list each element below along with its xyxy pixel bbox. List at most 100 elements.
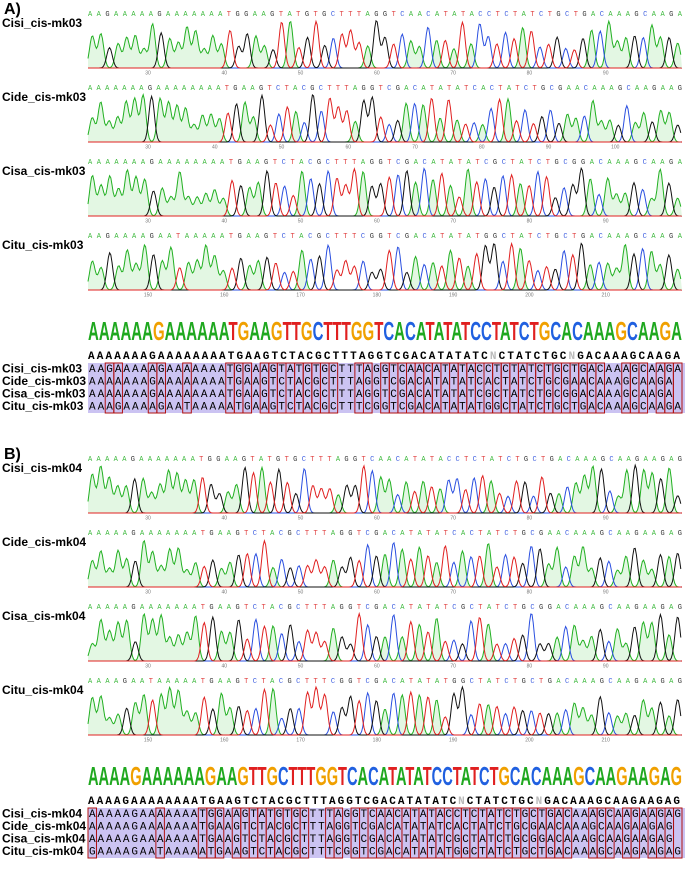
- difference-box: [672, 362, 683, 414]
- panel-label: B): [4, 446, 21, 463]
- trace-tick: 30: [145, 70, 151, 76]
- trace-tick: 50: [298, 663, 304, 669]
- trace-tick: 50: [279, 144, 285, 150]
- trace-tick: 150: [144, 737, 153, 743]
- trace-line: [88, 241, 681, 291]
- difference-box: [113, 362, 123, 414]
- trace-tick: 70: [450, 589, 456, 595]
- alignment-sequence: GAAAAGAATAAAAATGAAGTCTACGCTTTCGGTCGACATA…: [89, 847, 681, 859]
- trace-tick: 180: [373, 737, 382, 743]
- trace-tick: 90: [603, 663, 609, 669]
- alignment-label: Cisi_cis-mk04: [2, 806, 82, 820]
- trace-tick: 80: [527, 70, 533, 76]
- trace-fill: [88, 687, 682, 735]
- alignment-sequence: AAAAAAAGAAAAAAAATGAAGTCTACGCTTTAGGTCGACA…: [89, 377, 673, 389]
- trace-tick: 60: [374, 70, 380, 76]
- trace-fill: [88, 21, 682, 68]
- difference-box: [214, 807, 225, 859]
- trace-tick: 60: [374, 218, 380, 224]
- trace-tick: 30: [145, 144, 151, 150]
- alignment-label: Cisi_cis-mk03: [2, 361, 82, 375]
- trace-tick: 40: [212, 144, 218, 150]
- alignment-sequence: AAAGAAAAGAATAAAAATGAAGTCTACGCTTTCGGTCGAC…: [89, 402, 681, 414]
- alignment-sequence: AAAAAGAAAAAAATGAAGTCTACGCTTTAGGTCGACATAT…: [89, 822, 673, 834]
- alignment-sequence: AAAAAGAAAAAAATGGAAGTATGTGCTTTAGGTCAACATA…: [89, 809, 681, 821]
- difference-box: [328, 362, 339, 414]
- trace-tick: 200: [525, 737, 534, 743]
- trace-fill: [88, 540, 682, 587]
- trace-line: [88, 464, 681, 514]
- trace-label: Cisa_cis-mk04: [2, 609, 86, 623]
- sequence-logo: AAAAAAGAAAAAATGAAGTTGCTTTGGTCACATATATCCT…: [88, 316, 682, 346]
- difference-box: [155, 807, 165, 859]
- difference-box: [299, 807, 310, 859]
- trace-fill: [88, 94, 682, 142]
- trace-tick: 100: [611, 144, 620, 150]
- trace-line: [88, 611, 681, 662]
- trace-tick: 90: [603, 515, 609, 521]
- trace-line: [87, 465, 681, 514]
- trace-tick: 80: [527, 515, 533, 521]
- trace-tick: 30: [145, 663, 151, 669]
- sequence-logo: AAAAGAAAAAAGAAGTTGCTTTGGTCACATATATCCTATC…: [88, 761, 682, 791]
- trace-tick: 70: [450, 218, 456, 224]
- trace-label: Cide_cis-mk03: [2, 90, 86, 104]
- trace-tick: 90: [603, 70, 609, 76]
- difference-box: [362, 362, 373, 414]
- trace-tick: 180: [373, 292, 382, 298]
- trace-tick: 60: [374, 589, 380, 595]
- trace-label: Citu_cis-mk04: [2, 683, 84, 697]
- trace-tick: 210: [602, 292, 611, 298]
- alignment-background: [88, 363, 685, 413]
- alignment-label: Cisa_cis-mk04: [2, 831, 86, 845]
- trace-line: [87, 612, 681, 662]
- trace-tick: 80: [527, 218, 533, 224]
- trace-tick: 80: [479, 144, 485, 150]
- alignment-label: Cisa_cis-mk03: [2, 386, 86, 400]
- trace-tick: 170: [296, 292, 305, 298]
- trace-tick: 70: [450, 663, 456, 669]
- trace-line: [88, 19, 681, 69]
- trace-tick: 40: [222, 663, 228, 669]
- difference-box: [87, 807, 97, 859]
- alignment-label: Cide_cis-mk04: [2, 819, 86, 833]
- trace-tick: 50: [298, 218, 304, 224]
- trace-fill: [88, 169, 682, 216]
- trace-line: [88, 539, 681, 588]
- trace-tick: 190: [449, 292, 458, 298]
- difference-box: [333, 807, 344, 859]
- trace-label: Citu_cis-mk03: [2, 238, 84, 252]
- trace-line: [88, 167, 681, 217]
- trace-tick: 40: [222, 70, 228, 76]
- alignment-label: Citu_cis-mk03: [2, 399, 84, 413]
- trace-tick: 60: [374, 663, 380, 669]
- trace-tick: 90: [546, 144, 552, 150]
- trace-tick: 160: [220, 292, 229, 298]
- alignment-sequence: AAGAAAAAGAAAAAAATGGAAGTATGTGCTTTAGGTCAAC…: [89, 364, 681, 376]
- panel-label: A): [4, 1, 21, 18]
- trace-tick: 70: [450, 70, 456, 76]
- trace-tick: 30: [145, 589, 151, 595]
- trace-tick: 50: [298, 589, 304, 595]
- trace-tick: 210: [602, 737, 611, 743]
- difference-box: [595, 362, 606, 414]
- difference-box: [156, 362, 166, 414]
- trace-tick: 30: [145, 218, 151, 224]
- trace-line: [88, 685, 681, 736]
- trace-tick: 190: [449, 737, 458, 743]
- trace-fill: [88, 466, 682, 513]
- trace-tick: 60: [374, 515, 380, 521]
- trace-tick: 40: [222, 218, 228, 224]
- alignment-label: Citu_cis-mk04: [2, 844, 84, 858]
- trace-tick: 50: [298, 515, 304, 521]
- trace-tick: 150: [144, 292, 153, 298]
- trace-tick: 40: [222, 589, 228, 595]
